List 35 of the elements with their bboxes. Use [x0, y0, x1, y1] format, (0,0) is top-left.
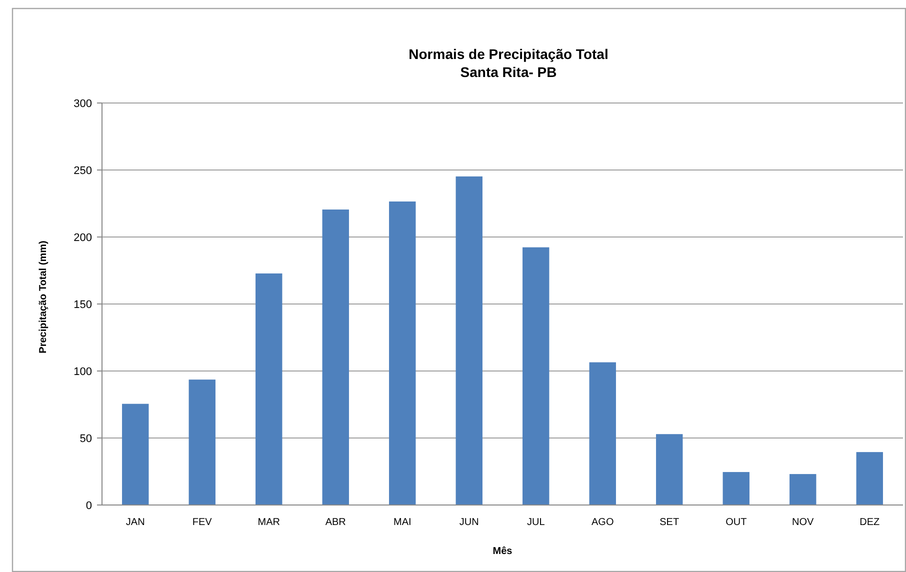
- y-axis-title: Precipitação Total (mm): [38, 240, 49, 354]
- bar: [790, 474, 816, 505]
- y-tick-label: 100: [74, 366, 92, 378]
- bar: [722, 472, 750, 505]
- y-tick-label: 250: [74, 164, 92, 177]
- bar: [522, 247, 550, 505]
- y-tick-label: 50: [80, 432, 92, 445]
- x-tick-label: NOV: [792, 517, 814, 528]
- x-tick-label: FEV: [192, 517, 212, 528]
- y-tick-label: 150: [74, 298, 92, 311]
- bar: [389, 201, 416, 505]
- bar: [856, 452, 883, 505]
- bar: [589, 362, 616, 505]
- y-tick-label: 0: [86, 500, 92, 512]
- x-tick-label: JUN: [459, 517, 479, 528]
- x-tick-label: JUL: [526, 517, 546, 528]
- bar: [322, 210, 349, 505]
- bar: [122, 404, 149, 505]
- bar: [188, 380, 216, 505]
- x-tick-label: AGO: [592, 517, 614, 528]
- bar: [456, 176, 482, 505]
- y-tick-label: 200: [74, 232, 92, 244]
- x-axis-title: Mês: [492, 546, 513, 557]
- x-tick-label: MAI: [393, 517, 412, 528]
- bar: [656, 434, 683, 505]
- chart-title: Normais de Precipitação Total: [408, 46, 608, 62]
- x-tick-label: JAN: [126, 517, 145, 528]
- x-tick-label: MAR: [258, 517, 280, 528]
- y-tick-label: 300: [74, 98, 92, 110]
- x-tick-label: DEZ: [860, 517, 880, 528]
- x-tick-label: SET: [660, 517, 680, 528]
- x-tick-label: OUT: [726, 517, 747, 528]
- x-tick-label: ABR: [325, 517, 346, 528]
- chart-subtitle: Santa Rita- PB: [460, 64, 557, 80]
- bar: [256, 273, 282, 505]
